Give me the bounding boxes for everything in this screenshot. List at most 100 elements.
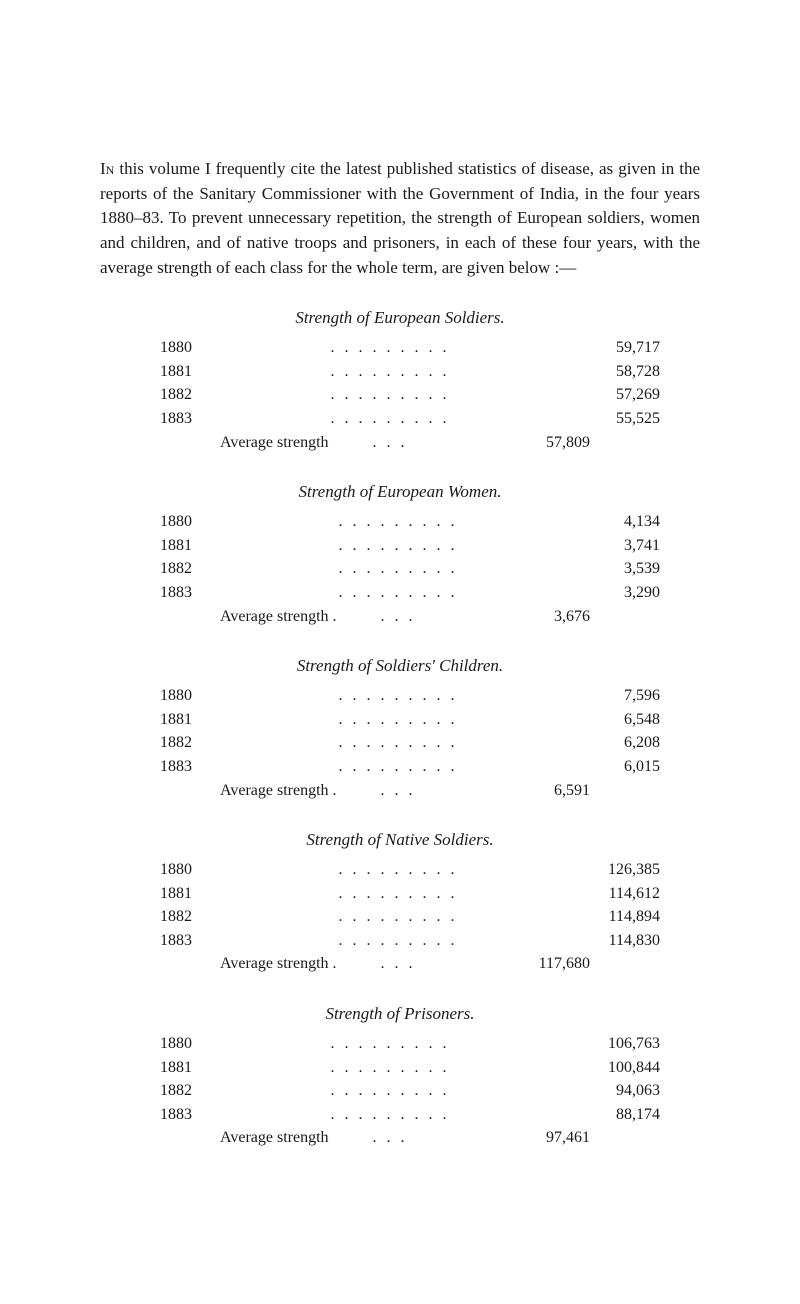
section-title: Strength of European Women. bbox=[100, 482, 700, 502]
year-cell: 1880 bbox=[100, 510, 338, 534]
dots-cell: ......... bbox=[338, 684, 466, 708]
year-cell: 1882 bbox=[100, 557, 338, 581]
year-cell: 1883 bbox=[100, 581, 338, 605]
dots-cell: ......... bbox=[330, 1079, 458, 1103]
section: Strength of Native Soldiers. 1880........… bbox=[100, 830, 700, 976]
value-cell: 7,596 bbox=[466, 684, 700, 708]
table-row: 1882.........57,269 bbox=[100, 383, 700, 407]
year-cell: 1882 bbox=[100, 731, 338, 755]
table-row: 1882.........114,894 bbox=[100, 905, 700, 929]
year-cell: 1881 bbox=[100, 1056, 330, 1080]
table-row: 1882.........6,208 bbox=[100, 731, 700, 755]
value-cell: 126,385 bbox=[466, 858, 700, 882]
table-row: 1883.........88,174 bbox=[100, 1103, 700, 1127]
section: Strength of Soldiers' Children. 1880.....… bbox=[100, 656, 700, 802]
dots-cell: ......... bbox=[338, 905, 466, 929]
table-row: 1880.........126,385 bbox=[100, 858, 700, 882]
year-cell: 1881 bbox=[100, 534, 338, 558]
average-value: 97,461 bbox=[458, 1126, 700, 1150]
value-cell: 114,894 bbox=[466, 905, 700, 929]
section-title: Strength of Native Soldiers. bbox=[100, 830, 700, 850]
page-container: In this volume I frequently cite the lat… bbox=[0, 0, 800, 1238]
value-cell: 100,844 bbox=[458, 1056, 700, 1080]
data-table: 1880.........106,7631881.........100,844… bbox=[100, 1032, 700, 1150]
value-cell: 58,728 bbox=[458, 360, 700, 384]
average-row: Average strength ....117,680 bbox=[100, 952, 700, 976]
table-row: 1880.........4,134 bbox=[100, 510, 700, 534]
value-cell: 94,063 bbox=[458, 1079, 700, 1103]
value-cell: 6,208 bbox=[466, 731, 700, 755]
intro-first-word: In bbox=[100, 159, 114, 178]
section: Strength of Prisoners.1880.........106,7… bbox=[100, 1004, 700, 1150]
section-title: Strength of Soldiers' Children. bbox=[100, 656, 700, 676]
average-dots: ... bbox=[338, 952, 466, 976]
dots-cell: ......... bbox=[330, 383, 458, 407]
dots-cell: ......... bbox=[338, 510, 466, 534]
year-cell: 1883 bbox=[100, 1103, 330, 1127]
dots-cell: ......... bbox=[330, 407, 458, 431]
data-table: 1880.........7,5961881.........6,5481882… bbox=[100, 684, 700, 802]
section: Strength of European Soldiers.1880......… bbox=[100, 308, 700, 454]
data-table: 1880.........126,3851881.........114,612… bbox=[100, 858, 700, 976]
value-cell: 3,539 bbox=[466, 557, 700, 581]
year-cell: 1882 bbox=[100, 905, 338, 929]
average-label: Average strength bbox=[100, 1126, 330, 1150]
table-row: 1881.........6,548 bbox=[100, 708, 700, 732]
year-cell: 1880 bbox=[100, 858, 338, 882]
value-cell: 57,269 bbox=[458, 383, 700, 407]
average-value: 57,809 bbox=[458, 431, 700, 455]
value-cell: 114,612 bbox=[466, 882, 700, 906]
table-row: 1880.........106,763 bbox=[100, 1032, 700, 1056]
intro-paragraph: In this volume I frequently cite the lat… bbox=[100, 157, 700, 280]
table-row: 1881.........100,844 bbox=[100, 1056, 700, 1080]
average-row: Average strength ....3,676 bbox=[100, 605, 700, 629]
value-cell: 4,134 bbox=[466, 510, 700, 534]
dots-cell: ......... bbox=[330, 1032, 458, 1056]
year-cell: 1883 bbox=[100, 407, 330, 431]
value-cell: 3,290 bbox=[466, 581, 700, 605]
year-cell: 1880 bbox=[100, 336, 330, 360]
average-dots: ... bbox=[338, 779, 466, 803]
value-cell: 55,525 bbox=[458, 407, 700, 431]
value-cell: 59,717 bbox=[458, 336, 700, 360]
average-dots: ... bbox=[338, 605, 466, 629]
dots-cell: ......... bbox=[338, 755, 466, 779]
year-cell: 1880 bbox=[100, 1032, 330, 1056]
table-row: 1881.........58,728 bbox=[100, 360, 700, 384]
average-label: Average strength . bbox=[100, 952, 338, 976]
dots-cell: ......... bbox=[338, 581, 466, 605]
year-cell: 1881 bbox=[100, 882, 338, 906]
dots-cell: ......... bbox=[330, 360, 458, 384]
value-cell: 3,741 bbox=[466, 534, 700, 558]
data-table: 1880.........59,7171881.........58,72818… bbox=[100, 336, 700, 454]
dots-cell: ......... bbox=[338, 858, 466, 882]
average-label: Average strength bbox=[100, 431, 330, 455]
table-row: 1883.........3,290 bbox=[100, 581, 700, 605]
average-label: Average strength . bbox=[100, 779, 338, 803]
dots-cell: ......... bbox=[338, 882, 466, 906]
dots-cell: ......... bbox=[330, 1103, 458, 1127]
average-row: Average strength...97,461 bbox=[100, 1126, 700, 1150]
dots-cell: ......... bbox=[338, 929, 466, 953]
table-row: 1880.........7,596 bbox=[100, 684, 700, 708]
table-row: 1883.........55,525 bbox=[100, 407, 700, 431]
sections-container: Strength of European Soldiers.1880......… bbox=[100, 308, 700, 1150]
value-cell: 114,830 bbox=[466, 929, 700, 953]
year-cell: 1882 bbox=[100, 1079, 330, 1103]
table-row: 1880.........59,717 bbox=[100, 336, 700, 360]
year-cell: 1881 bbox=[100, 360, 330, 384]
year-cell: 1883 bbox=[100, 929, 338, 953]
dots-cell: ......... bbox=[330, 336, 458, 360]
average-label: Average strength . bbox=[100, 605, 338, 629]
dots-cell: ......... bbox=[338, 731, 466, 755]
year-cell: 1883 bbox=[100, 755, 338, 779]
year-cell: 1880 bbox=[100, 684, 338, 708]
section: Strength of European Women. 1880.........… bbox=[100, 482, 700, 628]
dots-cell: ......... bbox=[338, 557, 466, 581]
average-dots: ... bbox=[330, 1126, 458, 1150]
average-value: 117,680 bbox=[466, 952, 700, 976]
table-row: 1883.........6,015 bbox=[100, 755, 700, 779]
dots-cell: ......... bbox=[338, 708, 466, 732]
table-row: 1881.........3,741 bbox=[100, 534, 700, 558]
table-row: 1882.........3,539 bbox=[100, 557, 700, 581]
